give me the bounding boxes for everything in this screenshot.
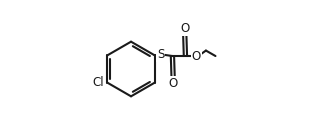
Text: O: O bbox=[180, 22, 190, 35]
Text: O: O bbox=[168, 77, 178, 90]
Text: Cl: Cl bbox=[92, 76, 104, 89]
Text: S: S bbox=[157, 48, 164, 61]
Text: O: O bbox=[192, 50, 201, 63]
